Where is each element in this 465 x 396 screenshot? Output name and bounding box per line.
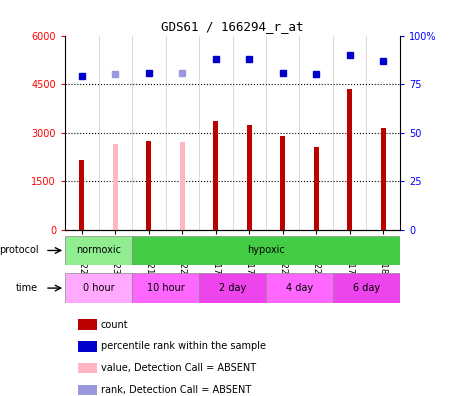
Bar [132, 236, 400, 265]
Bar [146, 141, 151, 230]
Bar [79, 363, 97, 373]
Bar [180, 142, 185, 230]
Bar [333, 273, 400, 303]
Bar [247, 125, 252, 230]
Bar [65, 236, 132, 265]
Text: hypoxic: hypoxic [247, 246, 285, 255]
Bar [213, 121, 218, 230]
Bar [79, 319, 97, 330]
Bar [132, 273, 199, 303]
Bar [79, 385, 97, 395]
Bar [80, 160, 84, 230]
Bar [347, 89, 352, 230]
Text: rank, Detection Call = ABSENT: rank, Detection Call = ABSENT [100, 385, 251, 395]
Text: normoxic: normoxic [76, 246, 121, 255]
Text: count: count [100, 320, 128, 329]
Text: 10 hour: 10 hour [146, 283, 185, 293]
Text: 4 day: 4 day [286, 283, 313, 293]
Bar [280, 136, 285, 230]
Bar [381, 128, 385, 230]
Text: time: time [16, 283, 38, 293]
Title: GDS61 / 166294_r_at: GDS61 / 166294_r_at [161, 20, 304, 33]
Bar [199, 273, 266, 303]
Text: value, Detection Call = ABSENT: value, Detection Call = ABSENT [100, 363, 256, 373]
Text: 2 day: 2 day [219, 283, 246, 293]
Bar [79, 341, 97, 352]
Bar [314, 147, 319, 230]
Text: 0 hour: 0 hour [83, 283, 114, 293]
Bar [113, 144, 118, 230]
Bar [65, 273, 132, 303]
Text: percentile rank within the sample: percentile rank within the sample [100, 341, 266, 351]
Text: 6 day: 6 day [353, 283, 380, 293]
Bar [266, 273, 333, 303]
Text: protocol: protocol [0, 246, 38, 255]
